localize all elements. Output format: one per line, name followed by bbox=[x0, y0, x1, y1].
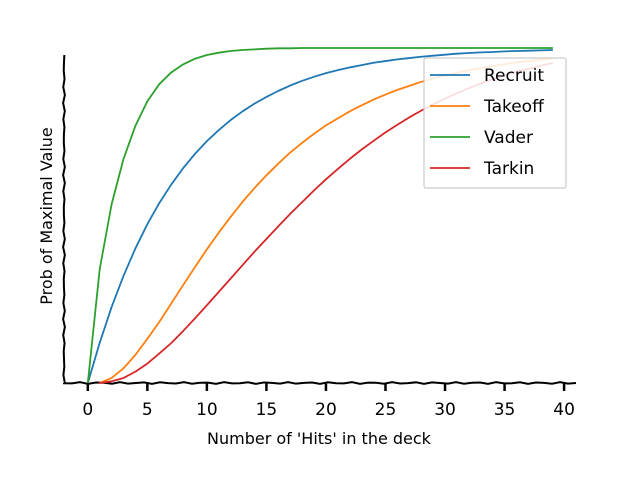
series-line-recruit bbox=[86, 49, 554, 384]
x-axis-line bbox=[63, 381, 577, 385]
x-tick-label: 40 bbox=[553, 400, 575, 420]
x-tick-label: 30 bbox=[434, 400, 456, 420]
x-tick-label: 5 bbox=[142, 400, 153, 420]
legend-label-vader: Vader bbox=[484, 128, 533, 148]
legend-label-tarkin: Tarkin bbox=[483, 159, 534, 179]
x-tick-label: 25 bbox=[375, 400, 397, 420]
series-line-vader bbox=[86, 47, 554, 384]
legend-label-recruit: Recruit bbox=[484, 66, 544, 86]
y-axis-line bbox=[62, 54, 66, 384]
legend-label-takeoff: Takeoff bbox=[483, 97, 545, 117]
legend: Recruit Takeoff Vader Tarkin bbox=[423, 57, 567, 189]
x-tick-label: 20 bbox=[315, 400, 337, 420]
y-axis-label: Prob of Maximal Value bbox=[37, 127, 56, 305]
axes bbox=[62, 54, 577, 385]
x-tick-label: 35 bbox=[494, 400, 516, 420]
x-axis-ticks: 0 5 10 15 20 25 30 35 40 bbox=[82, 383, 575, 420]
x-tick-label: 15 bbox=[256, 400, 278, 420]
x-tick-label: 10 bbox=[196, 400, 218, 420]
legend-frame bbox=[423, 57, 567, 189]
x-tick-label: 0 bbox=[82, 400, 93, 420]
x-axis-label: Number of 'Hits' in the deck bbox=[207, 429, 432, 448]
